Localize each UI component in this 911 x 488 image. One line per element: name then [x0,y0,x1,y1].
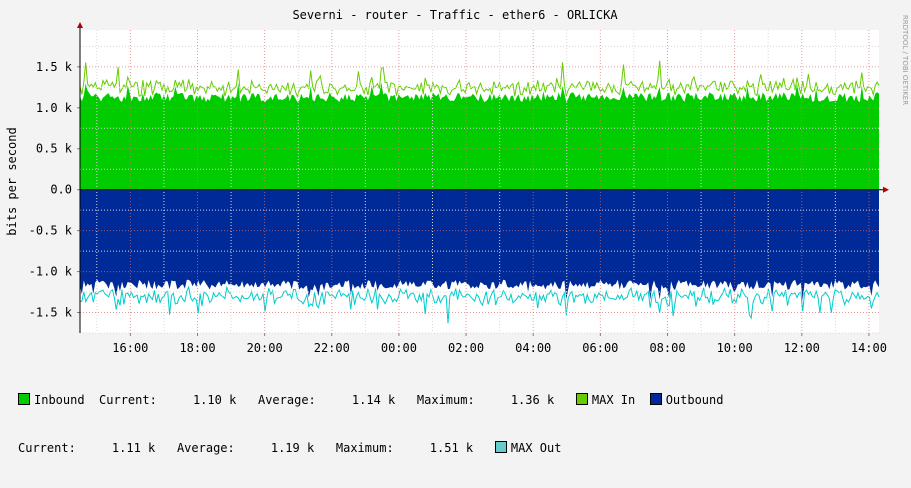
x-tick-label: 10:00 [717,341,753,355]
x-tick-label: 04:00 [515,341,551,355]
rrdtool-label: RRDTOOL / TOBI OETIKER [901,15,909,105]
x-tick-label: 12:00 [784,341,820,355]
legend-line-2: Current: 1.11 k Average: 1.19 k Maximum:… [18,440,723,456]
y-axis-label: bits per second [5,127,19,235]
x-tick-label: 08:00 [649,341,685,355]
legend-line-1: Inbound Current: 1.10 k Average: 1.14 k … [18,392,723,408]
legend-inbound-stats: Current: 1.10 k Average: 1.14 k Maximum:… [84,393,555,407]
series-outbound-area [80,189,879,301]
graph-frame: Severni - router - Traffic - ether6 - OR… [5,8,909,455]
series-inbound-area [80,82,879,190]
legend-max-out-label: MAX Out [510,441,562,455]
x-tick-label: 22:00 [314,341,350,355]
legend-inbound-label: Inbound [34,393,85,407]
x-tick-label: 02:00 [448,341,484,355]
max-in-swatch [575,393,588,405]
x-tick-label: 00:00 [381,341,417,355]
y-tick-label: 0.5 k [36,142,73,156]
series-max-in-line [79,60,880,99]
y-tick-label: -1.5 k [29,306,73,320]
x-axis-arrow [883,186,889,193]
legend-max-in-label: MAX In [591,393,636,407]
legend-outbound-label: Outbound [665,393,724,407]
legend-outbound-stats: Current: 1.11 k Average: 1.19 k Maximum:… [18,441,474,455]
x-tick-label: 20:00 [247,341,283,355]
x-tick-label: 16:00 [112,341,148,355]
y-tick-label: 0.0 [50,183,72,197]
y-axis-arrow [77,22,83,28]
x-tick-label: 18:00 [179,341,215,355]
y-tick-label: -1.0 k [29,265,73,279]
series-max-out-line [79,285,880,324]
y-tick-label: 1.5 k [36,60,73,74]
x-tick-label: 14:00 [851,341,887,355]
inbound-swatch [18,393,30,405]
traffic-chart: Severni - router - Traffic - ether6 - OR… [5,8,909,355]
legend: Inbound Current: 1.10 k Average: 1.14 k … [18,360,723,488]
max-out-swatch [494,441,507,453]
x-tick-label: 06:00 [582,341,618,355]
chart-title: Severni - router - Traffic - ether6 - OR… [292,8,618,22]
y-tick-label: -0.5 k [29,224,73,238]
outbound-swatch [649,393,662,405]
y-tick-label: 1.0 k [36,101,73,115]
